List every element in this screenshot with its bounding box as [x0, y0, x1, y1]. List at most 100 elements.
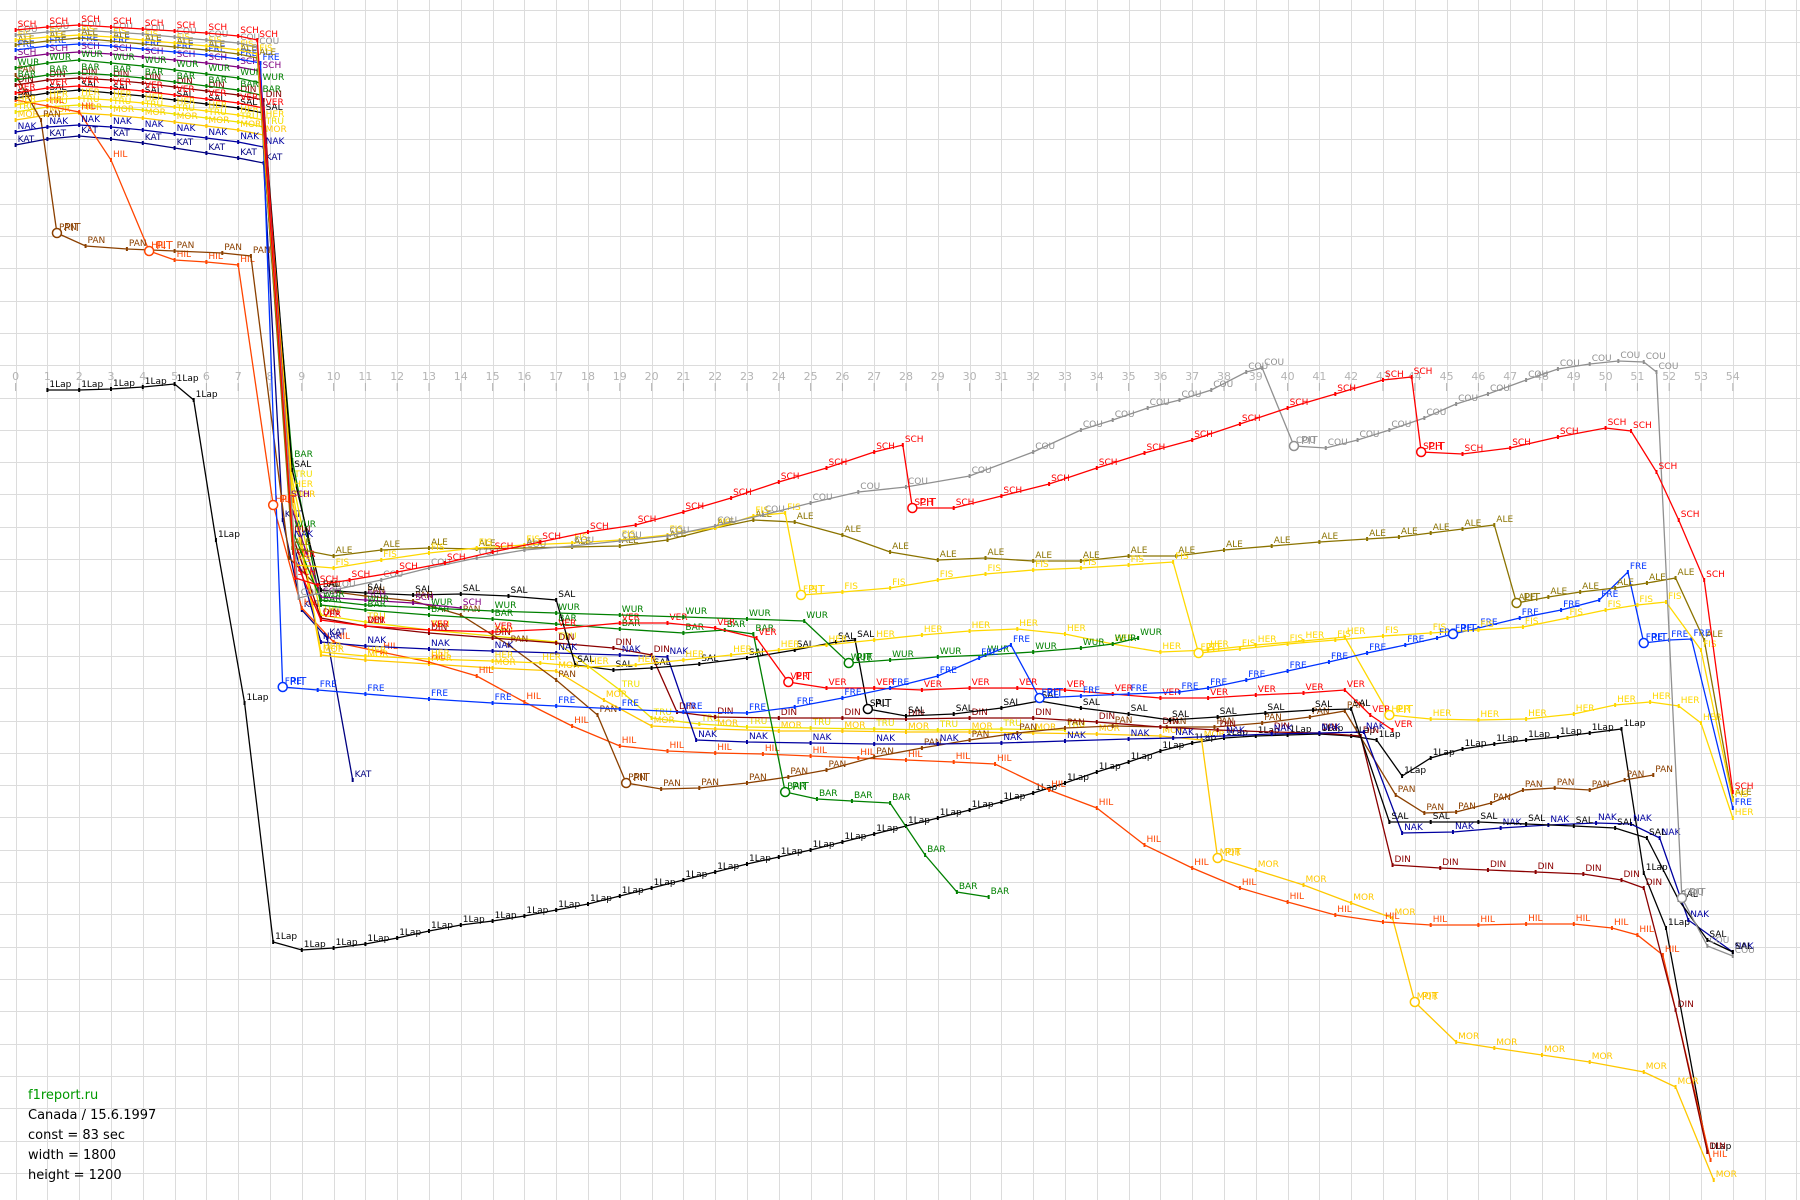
svg-text:KAT: KAT: [177, 138, 194, 148]
svg-text:35: 35: [1122, 370, 1136, 383]
svg-text:1Lap: 1Lap: [622, 886, 644, 896]
svg-text:ALE: ALE: [797, 512, 814, 522]
svg-text:TRU: TRU: [322, 605, 341, 615]
svg-text:BAR: BAR: [685, 623, 704, 633]
svg-text:FIS: FIS: [336, 558, 350, 568]
footer-site-link[interactable]: f1report.ru: [28, 1088, 99, 1103]
svg-text:COU: COU: [1248, 362, 1268, 372]
svg-text:FRE: FRE: [844, 688, 861, 698]
svg-text:HIL: HIL: [622, 736, 636, 746]
svg-text:NAK: NAK: [49, 117, 69, 127]
svg-text:PAN: PAN: [1398, 785, 1416, 795]
svg-text:DIN: DIN: [1442, 858, 1458, 868]
svg-text:NAK: NAK: [813, 733, 833, 743]
svg-text:SCH: SCH: [463, 598, 482, 608]
svg-text:FRE: FRE: [1131, 684, 1148, 694]
svg-text:BAR: BAR: [177, 72, 196, 82]
svg-text:NAK: NAK: [1633, 814, 1653, 824]
svg-text:1Lap: 1Lap: [1194, 733, 1216, 743]
svg-text:25: 25: [804, 370, 818, 383]
svg-text:COU: COU: [526, 540, 546, 550]
svg-text:SCH: SCH: [145, 19, 164, 29]
svg-text:SAL: SAL: [1528, 814, 1545, 824]
svg-text:1Lap: 1Lap: [1709, 1142, 1731, 1152]
svg-text:HER: HER: [1480, 710, 1499, 720]
svg-text:ALE: ALE: [1401, 527, 1418, 537]
svg-text:FIS: FIS: [844, 582, 858, 592]
svg-text:PIT: PIT: [1206, 641, 1223, 654]
svg-text:1Lap: 1Lap: [749, 854, 771, 864]
svg-text:WUR: WUR: [323, 590, 345, 600]
svg-text:WUR: WUR: [81, 50, 103, 60]
svg-text:1Lap: 1Lap: [431, 921, 453, 931]
svg-text:51: 51: [1630, 370, 1644, 383]
svg-text:PIT: PIT: [795, 670, 812, 683]
svg-text:NAK: NAK: [294, 530, 314, 540]
svg-text:SAL: SAL: [1649, 828, 1666, 838]
svg-text:HER: HER: [1067, 624, 1086, 634]
svg-text:FRE: FRE: [1601, 590, 1618, 600]
svg-text:NAK: NAK: [145, 120, 165, 130]
svg-text:20: 20: [645, 370, 659, 383]
svg-text:SCH: SCH: [733, 488, 752, 498]
svg-text:1Lap: 1Lap: [972, 800, 994, 810]
svg-text:DIN: DIN: [431, 623, 447, 633]
svg-text:17: 17: [549, 370, 563, 383]
svg-text:SAL: SAL: [240, 98, 257, 108]
svg-text:KAT: KAT: [113, 129, 130, 139]
svg-text:1Lap: 1Lap: [1560, 727, 1582, 737]
svg-text:HER: HER: [1703, 713, 1722, 723]
svg-text:PAN: PAN: [600, 705, 618, 715]
svg-text:DIN: DIN: [18, 75, 34, 85]
svg-text:BAR: BAR: [431, 605, 450, 615]
svg-text:SAL: SAL: [511, 586, 528, 596]
svg-text:SAL: SAL: [1083, 698, 1100, 708]
svg-text:TRU: TRU: [293, 470, 312, 480]
svg-text:PAN: PAN: [972, 730, 990, 740]
svg-text:PIT: PIT: [64, 221, 81, 234]
svg-text:ALE: ALE: [1369, 529, 1386, 539]
svg-text:ALE: ALE: [383, 540, 400, 550]
svg-text:1Lap: 1Lap: [1379, 730, 1401, 740]
svg-text:DIN: DIN: [1220, 720, 1236, 730]
svg-text:SAL: SAL: [1681, 890, 1698, 900]
svg-text:SAL: SAL: [749, 648, 766, 658]
svg-text:NAK: NAK: [1175, 728, 1195, 738]
svg-text:PIT: PIT: [1428, 440, 1445, 453]
svg-text:DIN: DIN: [1363, 726, 1379, 736]
svg-text:SCH: SCH: [1465, 444, 1484, 454]
series-ver: VER VER VER VER VER VER VER VER VER VER VER VER VER V…: [14, 76, 1413, 732]
svg-text:MOR: MOR: [908, 722, 929, 732]
svg-text:SCH: SCH: [323, 587, 342, 597]
svg-text:COU: COU: [972, 466, 992, 476]
svg-text:9: 9: [298, 370, 305, 383]
svg-text:HIL: HIL: [1528, 914, 1542, 924]
svg-text:COU: COU: [18, 25, 38, 35]
svg-text:ALE: ALE: [431, 538, 448, 548]
svg-text:DIN: DIN: [1646, 878, 1662, 888]
svg-text:FRE: FRE: [892, 678, 909, 688]
svg-text:FIS: FIS: [383, 550, 397, 560]
svg-text:36: 36: [1153, 370, 1167, 383]
svg-text:HER: HER: [1433, 709, 1452, 719]
svg-text:PAN: PAN: [1557, 778, 1575, 788]
svg-text:FIS: FIS: [1608, 600, 1622, 610]
svg-text:VER: VER: [1258, 685, 1276, 695]
svg-text:FRE: FRE: [240, 49, 257, 59]
svg-text:14: 14: [454, 370, 468, 383]
svg-text:ALE: ALE: [18, 35, 35, 45]
svg-text:SAL: SAL: [1391, 812, 1408, 822]
svg-text:NAK: NAK: [876, 734, 896, 744]
svg-text:SCH: SCH: [291, 490, 310, 500]
svg-text:BAR: BAR: [854, 791, 873, 801]
svg-text:COU: COU: [1646, 352, 1666, 362]
svg-text:FIS: FIS: [479, 538, 493, 548]
svg-text:FIS: FIS: [1703, 640, 1717, 650]
svg-text:ALE: ALE: [1649, 573, 1666, 583]
svg-text:DIN: DIN: [1585, 864, 1601, 874]
svg-text:24: 24: [772, 370, 786, 383]
svg-text:COU: COU: [1709, 936, 1729, 946]
svg-text:PIT: PIT: [1396, 703, 1413, 716]
svg-text:PAN: PAN: [876, 747, 894, 757]
